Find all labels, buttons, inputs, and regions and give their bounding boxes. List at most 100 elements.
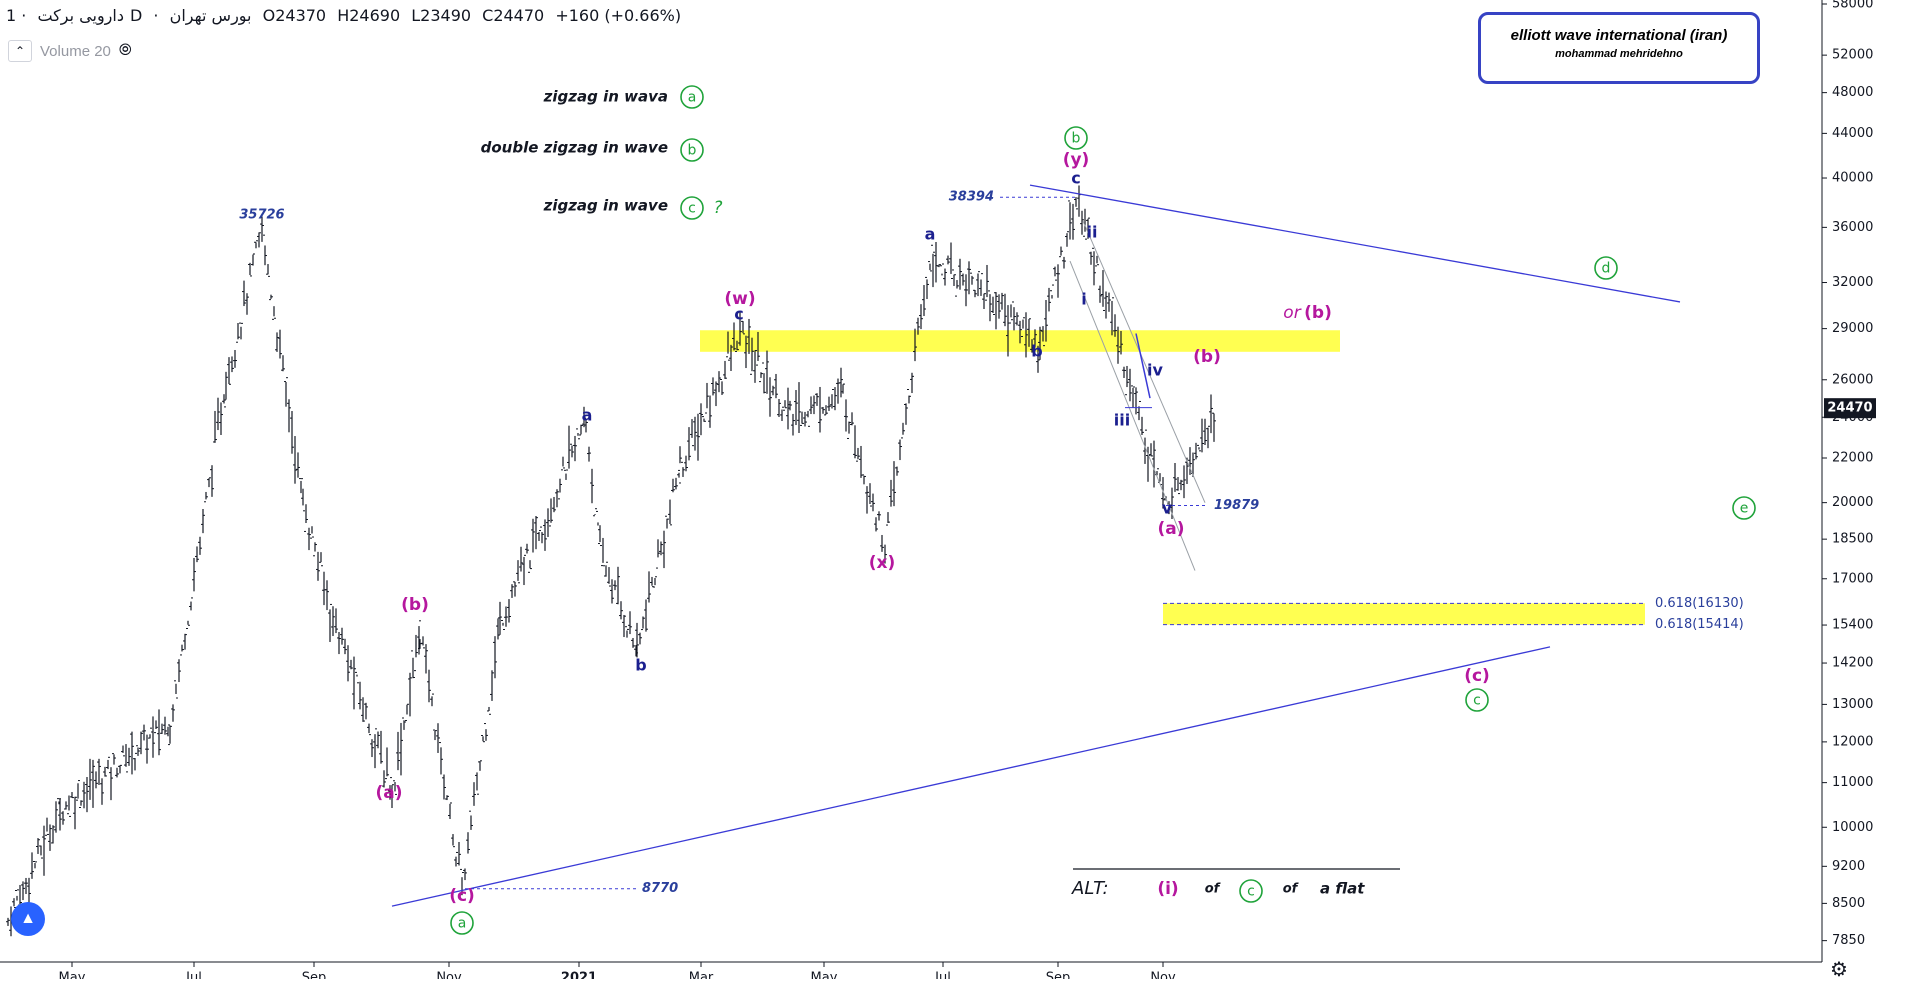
y-tick-label: 17000 — [1832, 571, 1873, 586]
wave-circle-e: e — [1740, 501, 1749, 517]
wave-b-label: (b) — [401, 595, 429, 615]
collapse-legend-button[interactable]: ⌃ — [8, 40, 32, 62]
wave-iii-label: iii — [1114, 411, 1130, 430]
y-tick-label: 22000 — [1832, 451, 1873, 466]
y-tick-label: 9200 — [1832, 859, 1865, 874]
volume-legend: ⌃ Volume 20 ⦾ — [8, 40, 132, 62]
current-price-label: 24470 — [1827, 401, 1872, 416]
alt-label: ALT: — [1071, 878, 1109, 899]
y-tick-label: 14200 — [1832, 656, 1873, 671]
zigzag-wave-a-circle: a — [688, 90, 697, 106]
y-tick-label: 15400 — [1832, 618, 1873, 633]
fib-label-15414: 0.618(15414) — [1655, 617, 1744, 632]
wave-circle-d-ring — [1594, 256, 1618, 280]
wave-a2-label: (a) — [1157, 519, 1184, 539]
y-tick-label: 40000 — [1832, 171, 1873, 186]
y-tick-label: 48000 — [1832, 85, 1873, 100]
wave-ii-label: ii — [1087, 223, 1098, 242]
symbol-name[interactable]: دارویی برکت — [37, 6, 124, 25]
wave-circle-e-ring — [1732, 496, 1756, 520]
y-tick-label: 32000 — [1832, 275, 1873, 290]
price-label-35726: 35726 — [239, 207, 284, 222]
wave-small-c2: c — [1071, 169, 1080, 188]
wave-circle-c: c — [1473, 693, 1481, 709]
y-tick-label: 10000 — [1832, 820, 1873, 835]
wave-c2-label: (c) — [1464, 666, 1490, 686]
change-value: +160 (+0.66%) — [555, 6, 682, 25]
author-badge: elliott wave international (iran) mohamm… — [1478, 12, 1760, 84]
y-tick-label: 12000 — [1832, 734, 1873, 749]
fib-label-16130: 0.618(16130) — [1655, 596, 1744, 611]
alt-wave-i: (i) — [1157, 879, 1178, 899]
wave-iv-label: iv — [1147, 361, 1163, 380]
y-tick-label: 26000 — [1832, 372, 1873, 387]
y-tick-label: 20000 — [1832, 495, 1873, 510]
x-tick-label: Jul — [185, 971, 202, 980]
brand-author: mohammad mehridehno — [1555, 48, 1683, 60]
x-tick-label: Mar — [689, 971, 714, 980]
y-tick-label: 58000 — [1832, 0, 1873, 12]
x-tick-label: Jul — [934, 971, 951, 980]
close-value: C24470 — [482, 6, 545, 25]
wave-circle-a: a — [458, 916, 467, 932]
zigzag-wave-a-circle-ring — [680, 85, 704, 109]
price-label-19879: 19879 — [1214, 498, 1259, 513]
eye-hidden-icon[interactable]: ⦾ — [118, 42, 132, 59]
exchange-name: بورس تهران — [169, 6, 252, 25]
price-label-38394: 38394 — [949, 190, 994, 205]
y-tick-label: 7850 — [1832, 933, 1865, 948]
x-tick-label: Nov — [436, 971, 462, 980]
channel-line-lower — [1069, 260, 1196, 571]
wave-or-b-label: (b) — [1304, 303, 1332, 323]
y-tick-label: 11000 — [1832, 775, 1873, 790]
wave-small-b: b — [635, 656, 646, 675]
alt-of-1: of — [1205, 882, 1222, 897]
wave-small-a: a — [582, 406, 593, 425]
wave-circle-d: d — [1602, 261, 1611, 277]
fib-target-zone — [1163, 603, 1645, 625]
open-value: O24370 — [262, 6, 327, 25]
zigzag-wave-c-circle: c — [688, 201, 696, 217]
brand-title: elliott wave international (iran) — [1510, 27, 1728, 44]
wave-circle-a-ring — [450, 911, 474, 935]
wave-w-label: (w) — [724, 289, 755, 309]
zigzag-wave-b-note: double zigzag in wave — [481, 139, 668, 157]
wave-iv-segment — [1135, 333, 1151, 399]
x-tick-label: Sep — [1046, 971, 1071, 980]
wave-v-label: v — [1162, 499, 1173, 518]
zigzag-wave-b-circle-ring — [680, 138, 704, 162]
wave-x-label: (x) — [869, 553, 896, 573]
lower-triangle-trendline — [391, 646, 1551, 907]
wave-i-label: i — [1081, 290, 1086, 309]
tradingview-logo-icon[interactable]: ▲ — [11, 902, 45, 936]
interval-label[interactable]: 1D — [6, 6, 143, 25]
y-tick-label: 29000 — [1832, 321, 1873, 336]
settings-gear-icon[interactable]: ⚙ — [1830, 959, 1848, 981]
y-tick-label: 36000 — [1832, 220, 1873, 235]
wave-y-label: (y) — [1063, 150, 1090, 170]
y-tick-label: 8500 — [1832, 896, 1865, 911]
wave-circle-c-ring — [1465, 688, 1489, 712]
zigzag-wave-c-circle-ring — [680, 196, 704, 220]
wave-a-label: (a) — [375, 783, 402, 803]
x-tick-label: 2021 — [561, 971, 597, 980]
y-tick-label: 13000 — [1832, 697, 1873, 712]
y-tick-label: 18500 — [1832, 532, 1873, 547]
or-text: or — [1283, 303, 1301, 323]
channel-line-upper — [1082, 220, 1206, 503]
low-value: L23490 — [411, 6, 472, 25]
volume-label: Volume 20 — [40, 42, 111, 60]
alt-flat: a flat — [1320, 880, 1365, 898]
zigzag-wave-a-note: zigzag in wava — [543, 88, 668, 106]
x-tick-label: May — [811, 971, 838, 980]
x-tick-label: May — [59, 971, 86, 980]
high-value: H24690 — [337, 6, 401, 25]
x-tick-label: Nov — [1150, 971, 1176, 980]
current-price-badge — [1824, 398, 1876, 419]
wave-circle-b: b — [1072, 131, 1081, 147]
question-mark: ? — [713, 198, 722, 218]
zigzag-wave-b-circle: b — [688, 143, 697, 159]
symbol-header: دارویی برکت · 1D · بورس تهران O24370 H24… — [6, 6, 687, 25]
upper-triangle-trendline — [1029, 184, 1681, 303]
